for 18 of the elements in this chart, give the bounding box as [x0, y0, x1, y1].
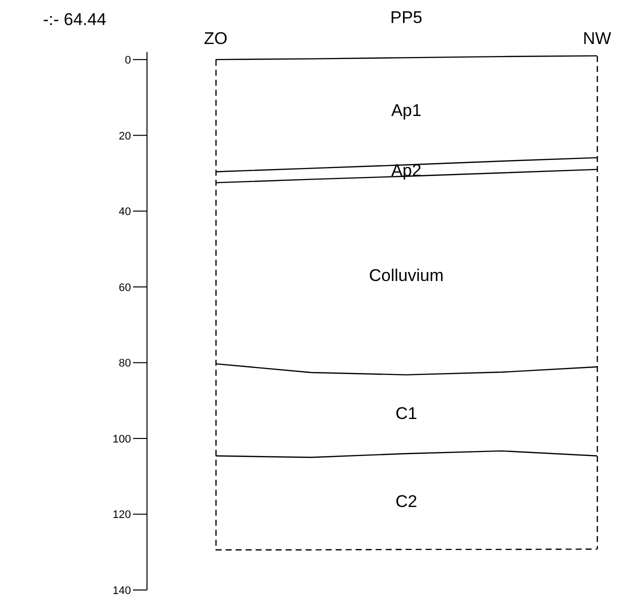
y-tick-label: 120 — [112, 509, 131, 522]
y-tick-label: 140 — [112, 584, 131, 597]
chart-title: PP5 — [390, 8, 422, 28]
y-tick-label: 0 — [124, 54, 131, 66]
y-tick-label: 100 — [112, 433, 131, 446]
x-tick-label: ZO — [204, 29, 228, 48]
line-series — [215, 450, 597, 458]
annotation: Colluvium — [368, 266, 444, 286]
y-tick-label: 80 — [118, 358, 131, 370]
annotation: C2 — [395, 492, 418, 512]
text: -:- 64.44 — [43, 10, 106, 30]
line-series — [215, 363, 597, 376]
annotation: Ap1 — [391, 101, 422, 122]
annotation: C1 — [395, 404, 418, 424]
y-tick-label: 20 — [118, 130, 131, 142]
x-tick-label: NW — [582, 29, 612, 48]
y-tick-label: 60 — [118, 282, 131, 294]
y-tick-label: 40 — [118, 206, 131, 218]
